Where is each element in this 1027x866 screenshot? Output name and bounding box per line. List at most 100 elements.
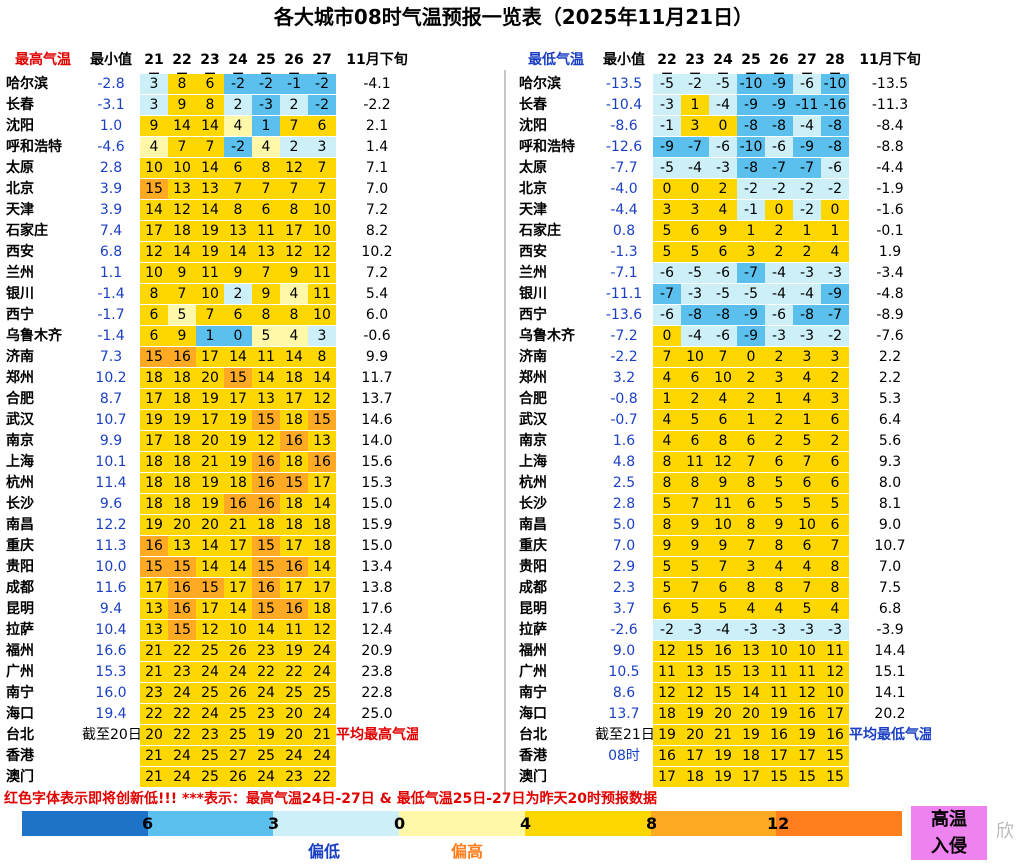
temp-cell: 11 [308,263,336,283]
temp-cell: 5 [709,599,737,619]
temp-cell: 8 [252,158,280,178]
temp-cell: 5 [793,494,821,514]
city-name: 乌鲁木齐 [519,328,575,344]
temp-cell: 17 [196,410,224,430]
temp-cell: 24 [280,746,308,766]
temp-cell: 11 [765,683,793,703]
temp-cell: 3 [821,347,849,367]
temp-cell: 5 [681,242,709,262]
temp-cell: 15 [308,410,336,430]
temp-cell: 21 [709,725,737,745]
city-name: 重庆 [6,538,34,554]
temp-cell: 12 [709,452,737,472]
late-nov-average: 14.4 [874,643,906,659]
temp-cell: 19 [709,767,737,787]
temp-cell: 26 [224,641,252,661]
temp-cell: 19 [196,221,224,241]
late-nov-average [849,746,931,766]
temp-cell: 8 [653,473,681,493]
temp-cell: 23 [252,704,280,724]
late-nov-average: -2.2 [363,97,391,113]
temp-cell: 7 [308,179,336,199]
city-name: 哈尔滨 [6,76,48,92]
city-name: 福州 [6,643,34,659]
temp-cell: 12 [140,242,168,262]
city-name: 北京 [519,181,547,197]
temp-cell: 16 [308,452,336,472]
min-value: 2.8 [612,496,636,512]
temp-cell: 25 [252,746,280,766]
legend-tick: 12 [767,814,790,833]
table-divider [504,70,506,794]
temp-cell: 17 [140,578,168,598]
column-header: 24日 [713,52,733,88]
late-nov-average: -8.4 [876,118,904,134]
temp-cell: 18 [280,452,308,472]
temp-cell: -4 [793,116,821,136]
city-name: 成都 [519,580,547,596]
temp-cell: 5 [653,494,681,514]
temp-cell: 10 [168,158,196,178]
late-nov-average: 17.6 [361,601,393,617]
temp-cell: 20 [737,704,765,724]
temp-cell: 5 [653,242,681,262]
temp-cell: 4 [765,599,793,619]
temp-cell: 7 [224,179,252,199]
temp-cell: 7 [168,137,196,157]
temp-cell: 18 [737,746,765,766]
late-nov-average: -8.8 [876,139,904,155]
late-nov-average: -1.9 [876,181,904,197]
temp-cell: -10 [821,74,849,94]
min-value: -1.7 [97,307,125,323]
temp-cell: 3 [140,74,168,94]
temp-cell: 18 [653,704,681,724]
temp-cell: 19 [737,725,765,745]
temp-cell: 17 [196,599,224,619]
temp-cell: -6 [765,305,793,325]
temp-cell: 7 [681,494,709,514]
temp-cell: 13 [252,389,280,409]
temp-cell: -9 [737,305,765,325]
temp-cell: 6 [252,200,280,220]
min-value: 12.2 [95,517,127,533]
temp-cell: 8 [196,95,224,115]
temp-cell: -6 [821,158,849,178]
temp-cell: 18 [168,494,196,514]
temp-cell: -3 [681,284,709,304]
late-nov-average [336,767,418,787]
temp-cell: 14 [196,200,224,220]
temp-cell: 26 [224,767,252,787]
heat-invasion-box: 高温 入侵 [911,806,987,860]
temp-cell: 6 [681,431,709,451]
city-name: 福州 [519,643,547,659]
column-header: 11月下旬 [859,52,921,68]
city-name: 昆明 [6,601,34,617]
temp-cell: 5 [681,599,709,619]
temp-cell: 15 [821,767,849,787]
late-nov-average: -1.6 [876,202,904,218]
temp-cell: 10 [793,641,821,661]
min-value: -1.3 [610,244,638,260]
temp-cell: 5 [681,557,709,577]
temp-cell: 17 [196,347,224,367]
temp-cell: 15 [196,578,224,598]
watermark: 欣 [996,821,1014,842]
temp-cell: 17 [308,578,336,598]
temp-cell: 7 [168,284,196,304]
late-nov-average: 平均最高气温 [336,727,418,743]
temp-cell: 12 [168,200,196,220]
temp-cell: -9 [653,137,681,157]
temp-cell: 5 [793,431,821,451]
temp-cell: 10 [196,284,224,304]
late-nov-average: 8.2 [365,223,389,239]
temp-cell: 21 [196,452,224,472]
temp-cell: 0 [709,116,737,136]
min-value: 10.1 [95,454,127,470]
temp-cell: 8 [737,578,765,598]
city-name: 西安 [519,244,547,260]
temp-cell: 5 [765,473,793,493]
temp-cell: 17 [765,746,793,766]
late-nov-average: 7.5 [878,580,902,596]
temp-cell: 20 [196,431,224,451]
temp-cell: -6 [653,305,681,325]
